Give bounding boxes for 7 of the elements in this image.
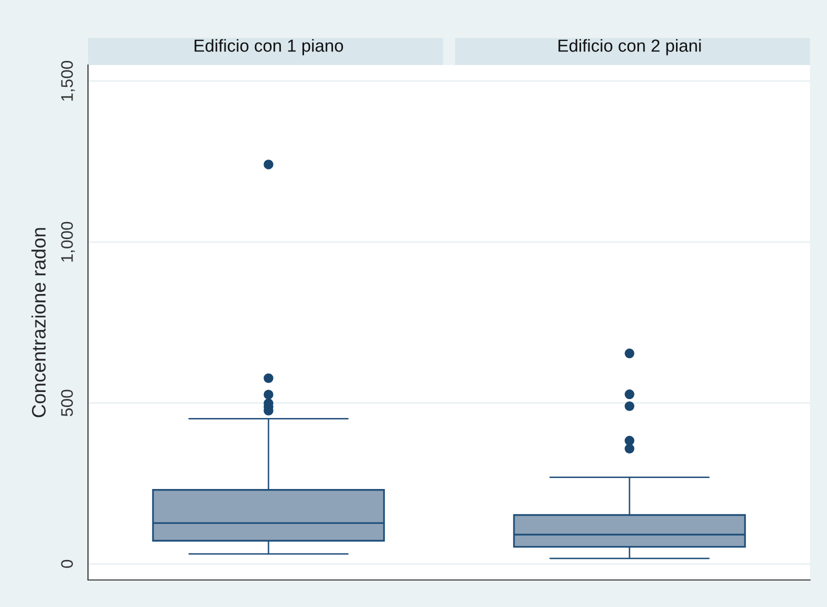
y-tick-label: 500 [61, 390, 73, 416]
x-tick-label: Edificio con 1 piano [194, 39, 344, 56]
y-axis-title: Concentrazione radon [31, 228, 46, 418]
y-tick-label: 0 [61, 560, 73, 568]
y-tick-label: 1,500 [61, 60, 75, 101]
x-tick-label: Edificio con 2 piani [558, 39, 701, 56]
y-tick-label: 1,000 [61, 222, 75, 262]
